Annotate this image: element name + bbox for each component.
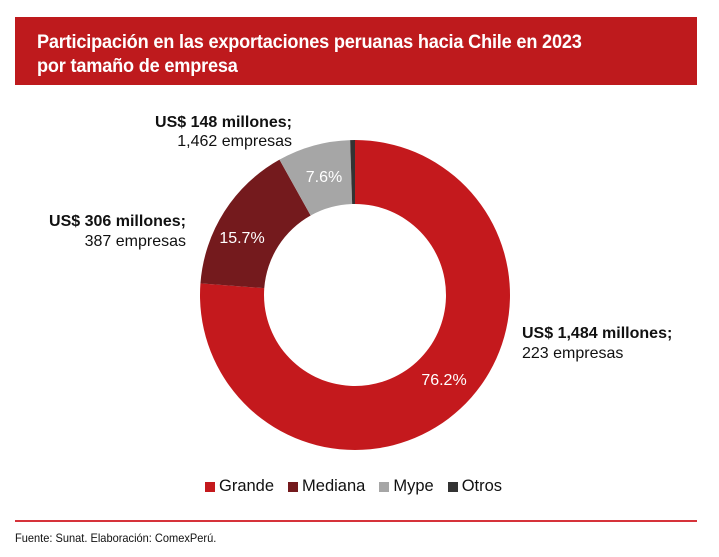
slice-label-mediana: 15.7% [219,230,264,247]
annotation-mediana: US$ 306 millones; 387 empresas [49,213,186,250]
legend-swatch-mediana [288,481,299,492]
legend-swatch-grande [205,481,215,492]
legend-item-mype: Mype [379,477,434,496]
donut-slices [199,140,510,450]
annotation-grande-value: US$ 1,484 millones; [522,325,672,342]
annotation-mediana-count: 387 empresas [85,233,186,250]
legend-label-mediana: Mediana [302,477,366,495]
slice-label-mype: 7.6% [306,169,342,186]
annotation-mype-value: US$ 148 millones; [155,114,292,131]
chart-title-bar: Participación en las exportaciones perua… [15,17,697,85]
donut-slice-mype [279,140,353,216]
legend-swatch-mype [379,481,390,492]
legend-label-mype: Mype [393,477,434,495]
legend-label-otros: Otros [461,477,503,495]
annotation-mype: US$ 148 millones; 1,462 empresas [155,114,292,150]
legend-item-grande: Grande [205,477,274,496]
footer-divider [15,520,697,522]
donut-slice-mediana [200,159,311,289]
percent-labels: 76.2% 15.7% 7.6% [219,169,466,389]
legend-swatch-otros [447,481,458,492]
slice-label-grande: 76.2% [421,372,466,389]
annotation-grande-count: 223 empresas [522,345,623,362]
annotation-mediana-value: US$ 306 millones; [49,213,186,230]
donut-slice-otros [350,140,355,205]
source-note: Fuente: Sunat. Elaboración: ComexPerú. [15,531,217,545]
annotation-mype-count: 1,462 empresas [177,133,292,150]
chart-title-line-2: por tamaño de empresa [37,55,238,77]
legend-label-grande: Grande [219,477,275,495]
legend-item-otros: Otros [447,477,503,496]
chart-legend: Grande Mediana Mype Otros [205,477,502,496]
annotation-grande: US$ 1,484 millones; 223 empresas [522,325,672,362]
chart-title-line-1: Participación en las exportaciones perua… [37,31,582,53]
legend-item-mediana: Mediana [288,477,365,496]
donut-slice-grande [199,140,510,450]
